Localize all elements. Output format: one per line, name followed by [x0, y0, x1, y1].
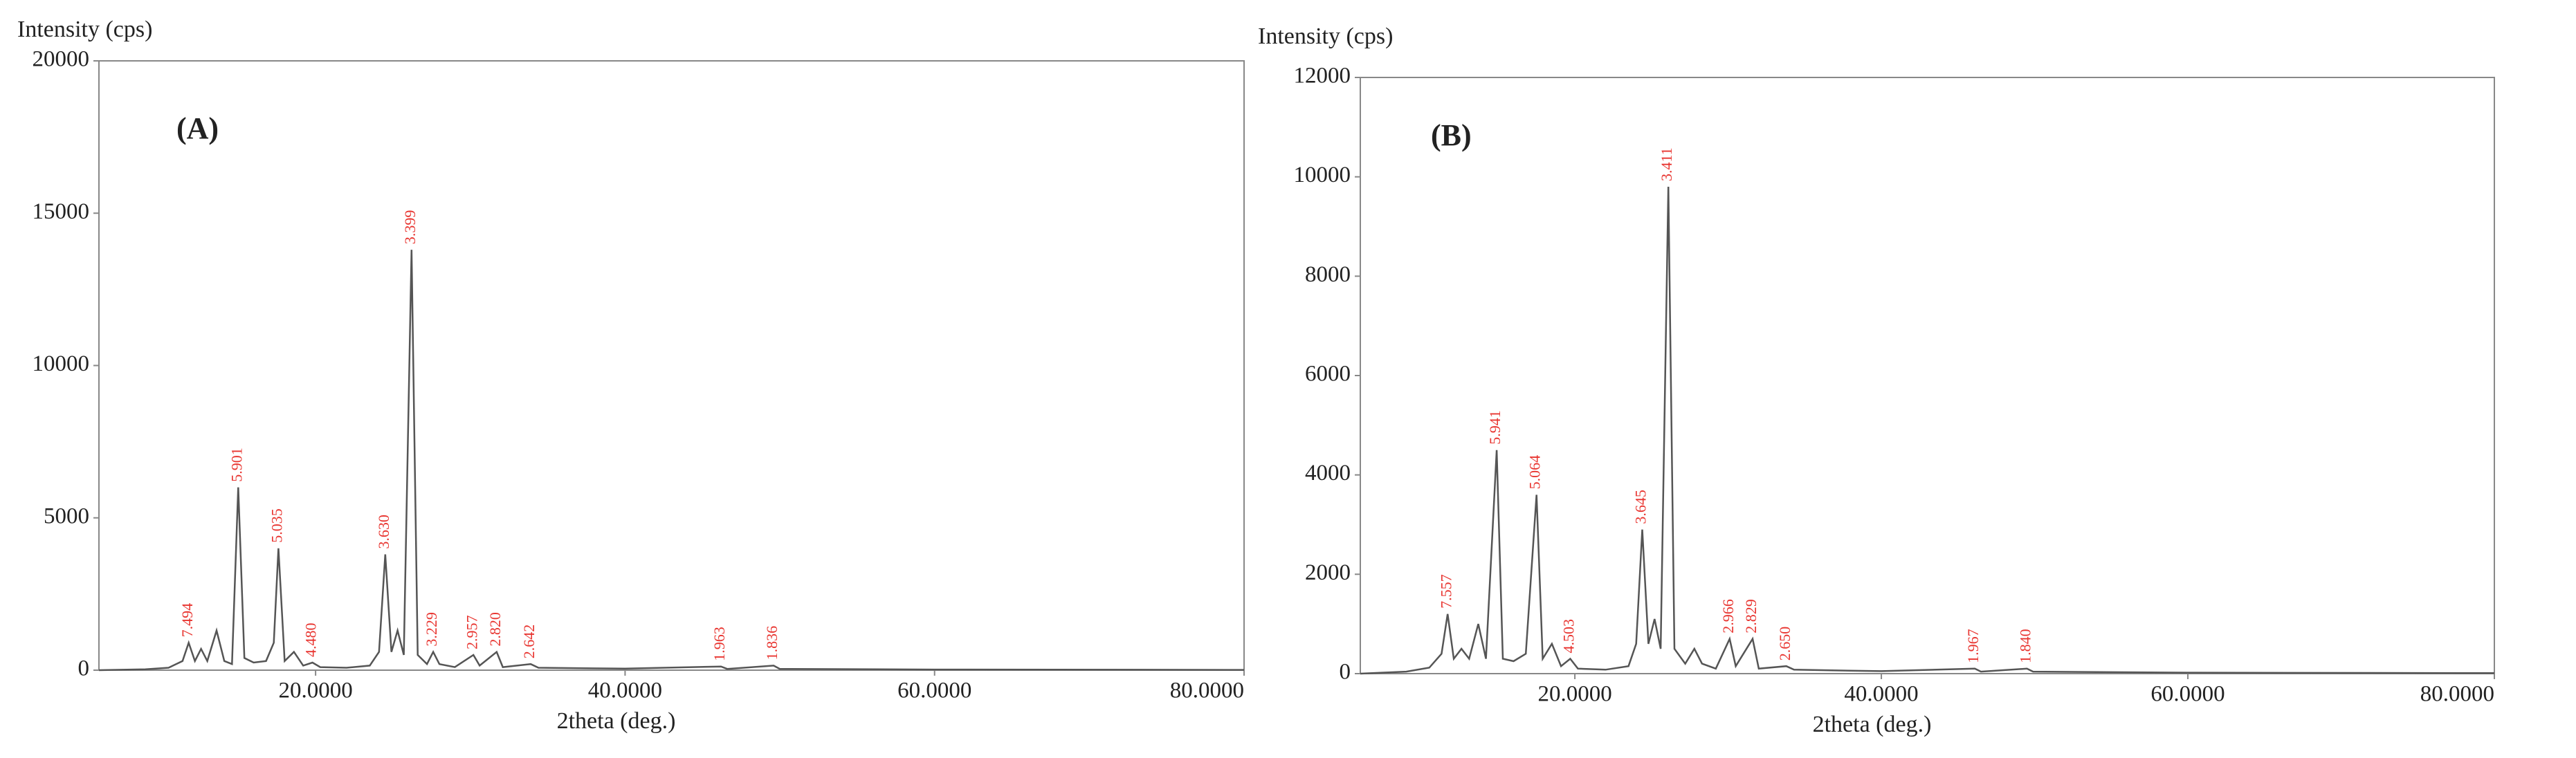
x-tick-label: 40.0000 — [588, 678, 662, 703]
peak-label: 1.836 — [763, 626, 780, 660]
y-tick-label: 6000 — [1305, 362, 1351, 387]
peak-label: 1.840 — [2017, 629, 2034, 663]
peak-label: 5.941 — [1486, 410, 1504, 445]
peak-label: 4.480 — [302, 622, 320, 657]
y-tick-label: 20000 — [33, 47, 90, 72]
y-tick-label: 15000 — [33, 199, 90, 224]
peak-label: 2.966 — [1719, 599, 1737, 634]
peak-label: 1.963 — [711, 627, 728, 661]
y-axis-title: Intensity (cps) — [17, 17, 152, 42]
peak-label: 2.650 — [1776, 627, 1793, 661]
y-tick-label: 10000 — [33, 351, 90, 376]
peak-label: 7.494 — [179, 603, 196, 638]
y-axis-title: Intensity (cps) — [1258, 24, 1393, 49]
panel-label: (A) — [176, 111, 219, 145]
x-tick-label: 40.0000 — [1844, 682, 1918, 707]
y-tick-label: 0 — [78, 656, 90, 681]
panel-label: (B) — [1431, 118, 1472, 152]
peak-label: 1.967 — [1964, 629, 1982, 663]
y-tick-label: 0 — [1340, 660, 1351, 685]
peak-label: 2.642 — [520, 625, 538, 659]
peak-label: 3.645 — [1632, 490, 1650, 524]
plot-frame — [98, 60, 1245, 671]
y-tick-label: 10000 — [1294, 163, 1351, 187]
peak-label: 3.229 — [423, 612, 440, 647]
x-tick-label: 60.0000 — [2150, 682, 2225, 707]
peak-label: 2.957 — [463, 615, 480, 649]
peak-label: 2.829 — [1742, 599, 1760, 634]
y-tick-label: 12000 — [1294, 64, 1351, 89]
y-tick-label: 4000 — [1305, 461, 1351, 486]
peak-label: 5.064 — [1526, 455, 1544, 490]
y-tick-label: 5000 — [44, 503, 89, 528]
peak-label: 5.035 — [268, 508, 285, 543]
diffraction-trace — [98, 250, 1245, 672]
peak-label: 2.820 — [486, 612, 504, 647]
y-tick-label: 2000 — [1305, 560, 1351, 585]
y-tick-label: 8000 — [1305, 262, 1351, 287]
peak-label: 5.901 — [228, 447, 245, 482]
x-tick-label: 80.0000 — [2420, 682, 2494, 707]
x-tick-label: 20.0000 — [278, 678, 352, 703]
x-tick-label: 60.0000 — [897, 678, 971, 703]
x-axis-title: 2theta (deg.) — [557, 708, 676, 734]
peak-label: 3.399 — [401, 210, 419, 245]
peak-label: 4.503 — [1560, 619, 1577, 654]
peak-label: 3.411 — [1658, 147, 1675, 181]
x-tick-label: 80.0000 — [1170, 678, 1244, 703]
x-axis-title: 2theta (deg.) — [1813, 712, 1932, 737]
peak-label: 7.557 — [1437, 574, 1454, 609]
diffraction-trace — [1360, 186, 2495, 675]
peak-label: 3.630 — [375, 515, 392, 549]
x-tick-label: 20.0000 — [1537, 682, 1611, 707]
